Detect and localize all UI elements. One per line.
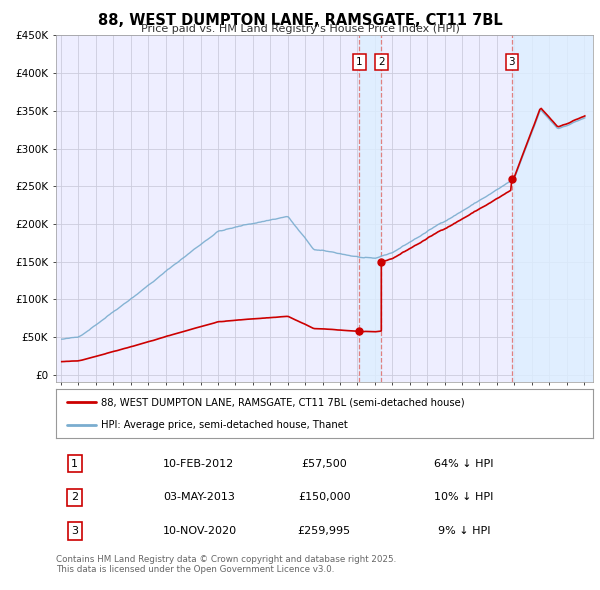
Text: 2: 2 [71,493,78,502]
Text: 88, WEST DUMPTON LANE, RAMSGATE, CT11 7BL (semi-detached house): 88, WEST DUMPTON LANE, RAMSGATE, CT11 7B… [101,398,465,408]
Text: 9% ↓ HPI: 9% ↓ HPI [437,526,490,536]
Bar [512,35,593,382]
Text: 03-MAY-2013: 03-MAY-2013 [163,493,235,502]
Text: 10-NOV-2020: 10-NOV-2020 [163,526,238,536]
Text: 1: 1 [71,459,78,469]
Text: 1: 1 [356,57,362,67]
Text: £57,500: £57,500 [301,459,347,469]
Text: Price paid vs. HM Land Registry's House Price Index (HPI): Price paid vs. HM Land Registry's House … [140,24,460,34]
Text: Contains HM Land Registry data © Crown copyright and database right 2025.
This d: Contains HM Land Registry data © Crown c… [56,555,396,574]
Text: 10-FEB-2012: 10-FEB-2012 [163,459,235,469]
Text: 3: 3 [509,57,515,67]
Text: HPI: Average price, semi-detached house, Thanet: HPI: Average price, semi-detached house,… [101,419,348,430]
Text: £150,000: £150,000 [298,493,350,502]
Text: 3: 3 [71,526,78,536]
Text: £259,995: £259,995 [298,526,351,536]
Text: 64% ↓ HPI: 64% ↓ HPI [434,459,494,469]
Text: 10% ↓ HPI: 10% ↓ HPI [434,493,494,502]
Bar [359,35,382,382]
Text: 2: 2 [378,57,385,67]
Text: 88, WEST DUMPTON LANE, RAMSGATE, CT11 7BL: 88, WEST DUMPTON LANE, RAMSGATE, CT11 7B… [98,13,502,28]
